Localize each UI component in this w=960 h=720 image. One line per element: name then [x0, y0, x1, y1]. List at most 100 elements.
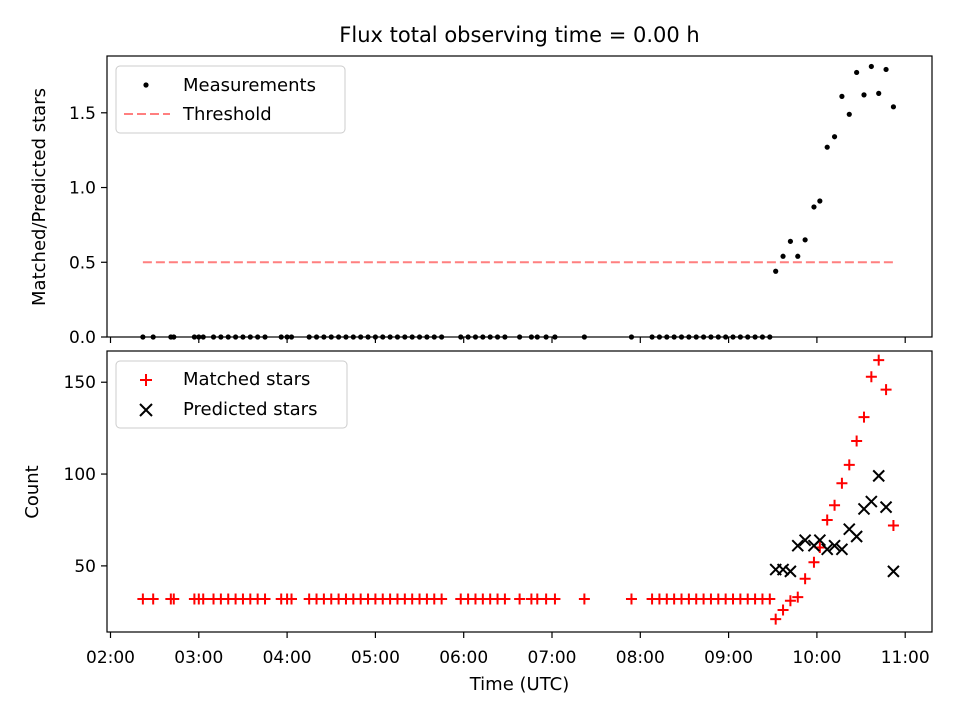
top-y-ticks: 0.0 0.5 1.0 1.5: [69, 104, 107, 348]
bottom-x-tick-label: 03:00: [174, 648, 223, 668]
legend-predicted-marker: [139, 403, 153, 417]
bottom-x-tick-label: 02:00: [86, 648, 135, 668]
predicted-star-point: [820, 543, 834, 556]
bottom-x-tick-label: 11:00: [881, 648, 930, 668]
bottom-x-ticks: 02:00 03:00 04:00 05:00 06:00 07:00 08:00 09:00…: [86, 632, 930, 668]
measurement-point: [811, 204, 817, 210]
matched-star-point: [851, 435, 863, 447]
matched-star-point: [764, 593, 776, 605]
matched-star-point: [499, 593, 511, 605]
top-y-axis-label: Matched/Predicted stars: [29, 88, 50, 306]
predicted-star-point: [835, 543, 849, 556]
bottom-x-tick-label: 07:00: [528, 648, 577, 668]
top-panel: Matched/Predicted stars 0.0 0.5 1.0 1.5 Mea…: [29, 55, 933, 348]
bottom-x-tick-label: 10:00: [792, 648, 841, 668]
measurement-point: [868, 63, 874, 70]
legend-measurements-label: Measurements: [183, 75, 316, 96]
matched-star-point: [799, 573, 811, 585]
predicted-star-point: [776, 563, 790, 576]
bottom-x-tick-label: 06:00: [439, 648, 488, 668]
matched-star-point: [829, 499, 841, 511]
measurement-point: [817, 198, 823, 204]
matched-star-point: [549, 593, 561, 605]
measurement-point: [890, 104, 897, 110]
measurement-point: [861, 92, 867, 98]
bottom-y-ticks: 50 100 150: [64, 373, 107, 577]
matched-star-point: [865, 371, 877, 383]
measurement-point: [780, 253, 786, 259]
matched-star-point: [821, 514, 833, 526]
matched-star-point: [880, 384, 892, 396]
bottom-marks: [137, 354, 900, 625]
bottom-panel: Count Time (UTC) 50 100 150 02:00 03:00 04:0…: [22, 350, 933, 695]
bottom-y-tick-label: 150: [64, 373, 96, 393]
matched-star-point: [858, 411, 870, 423]
predicted-star-point: [791, 539, 804, 552]
matched-star-point: [147, 593, 159, 605]
bottom-x-tick-label: 08:00: [616, 648, 665, 668]
bottom-x-tick-label: 09:00: [704, 648, 753, 668]
measurement-point: [802, 237, 808, 243]
predicted-star-point: [784, 565, 797, 578]
predicted-star-point: [828, 539, 841, 552]
legend-threshold-label: Threshold: [182, 104, 272, 125]
legend-measurements-marker: [143, 82, 149, 88]
bottom-x-tick-label: 05:00: [351, 648, 400, 668]
top-y-tick-label: 0.0: [69, 328, 96, 348]
matched-star-point: [836, 477, 848, 489]
matched-star-point: [777, 604, 789, 616]
chart-title: Flux total observing time = 0.00 h: [339, 23, 699, 47]
measurement-point: [883, 66, 889, 73]
measurement-point: [831, 134, 838, 140]
matched-star-point: [792, 591, 804, 603]
measurement-point: [773, 268, 779, 274]
matched-star-point: [808, 556, 820, 568]
top-y-tick-label: 0.5: [69, 253, 96, 273]
matched-star-point: [286, 593, 298, 605]
legend-predicted-label: Predicted stars: [183, 399, 317, 420]
top-plot-frame: [106, 55, 933, 338]
top-y-tick-label: 1.5: [69, 104, 96, 124]
measurement-point: [876, 90, 882, 96]
measurement-point: [846, 111, 852, 117]
predicted-star-point: [813, 533, 827, 547]
bottom-x-axis-label: Time (UTC): [469, 674, 570, 695]
predicted-star-point: [887, 565, 900, 578]
predicted-star-point: [865, 495, 878, 508]
legend-matched-label: Matched stars: [183, 369, 310, 390]
measurement-point: [839, 93, 845, 99]
bottom-y-tick-label: 50: [74, 557, 96, 577]
matched-star-point: [843, 459, 855, 471]
matched-star-point: [259, 593, 271, 605]
predicted-star-point: [798, 533, 812, 547]
matched-star-point: [168, 593, 180, 605]
bottom-legend: Matched stars Predicted stars: [115, 360, 348, 429]
measurement-point: [795, 253, 801, 259]
matched-star-point: [625, 593, 637, 605]
bottom-legend-box: [115, 360, 348, 429]
bottom-plot-frame: [106, 350, 933, 633]
matched-star-point: [436, 593, 448, 605]
bottom-y-axis-label: Count: [22, 465, 43, 518]
predicted-star-point: [850, 530, 863, 543]
matched-star-point: [514, 593, 526, 605]
predicted-star-point: [879, 500, 893, 514]
predicted-star-point: [872, 469, 885, 483]
top-y-tick-label: 1.0: [69, 179, 96, 199]
matched-star-point: [784, 595, 796, 607]
bottom-x-tick-label: 04:00: [263, 648, 312, 668]
matched-star-point: [137, 593, 149, 605]
legend-matched-marker: [140, 374, 152, 386]
matched-star-point: [578, 593, 590, 605]
measurement-point: [787, 238, 794, 244]
matched-star-point: [770, 613, 782, 625]
measurement-point: [854, 69, 860, 76]
matched-star-point: [197, 593, 209, 605]
measurement-point: [824, 144, 830, 150]
top-legend-box: [115, 65, 346, 134]
matched-star-point: [873, 354, 885, 366]
bottom-y-tick-label: 100: [64, 465, 96, 485]
matched-star-point: [887, 519, 899, 531]
top-legend: Measurements Threshold: [115, 65, 346, 134]
